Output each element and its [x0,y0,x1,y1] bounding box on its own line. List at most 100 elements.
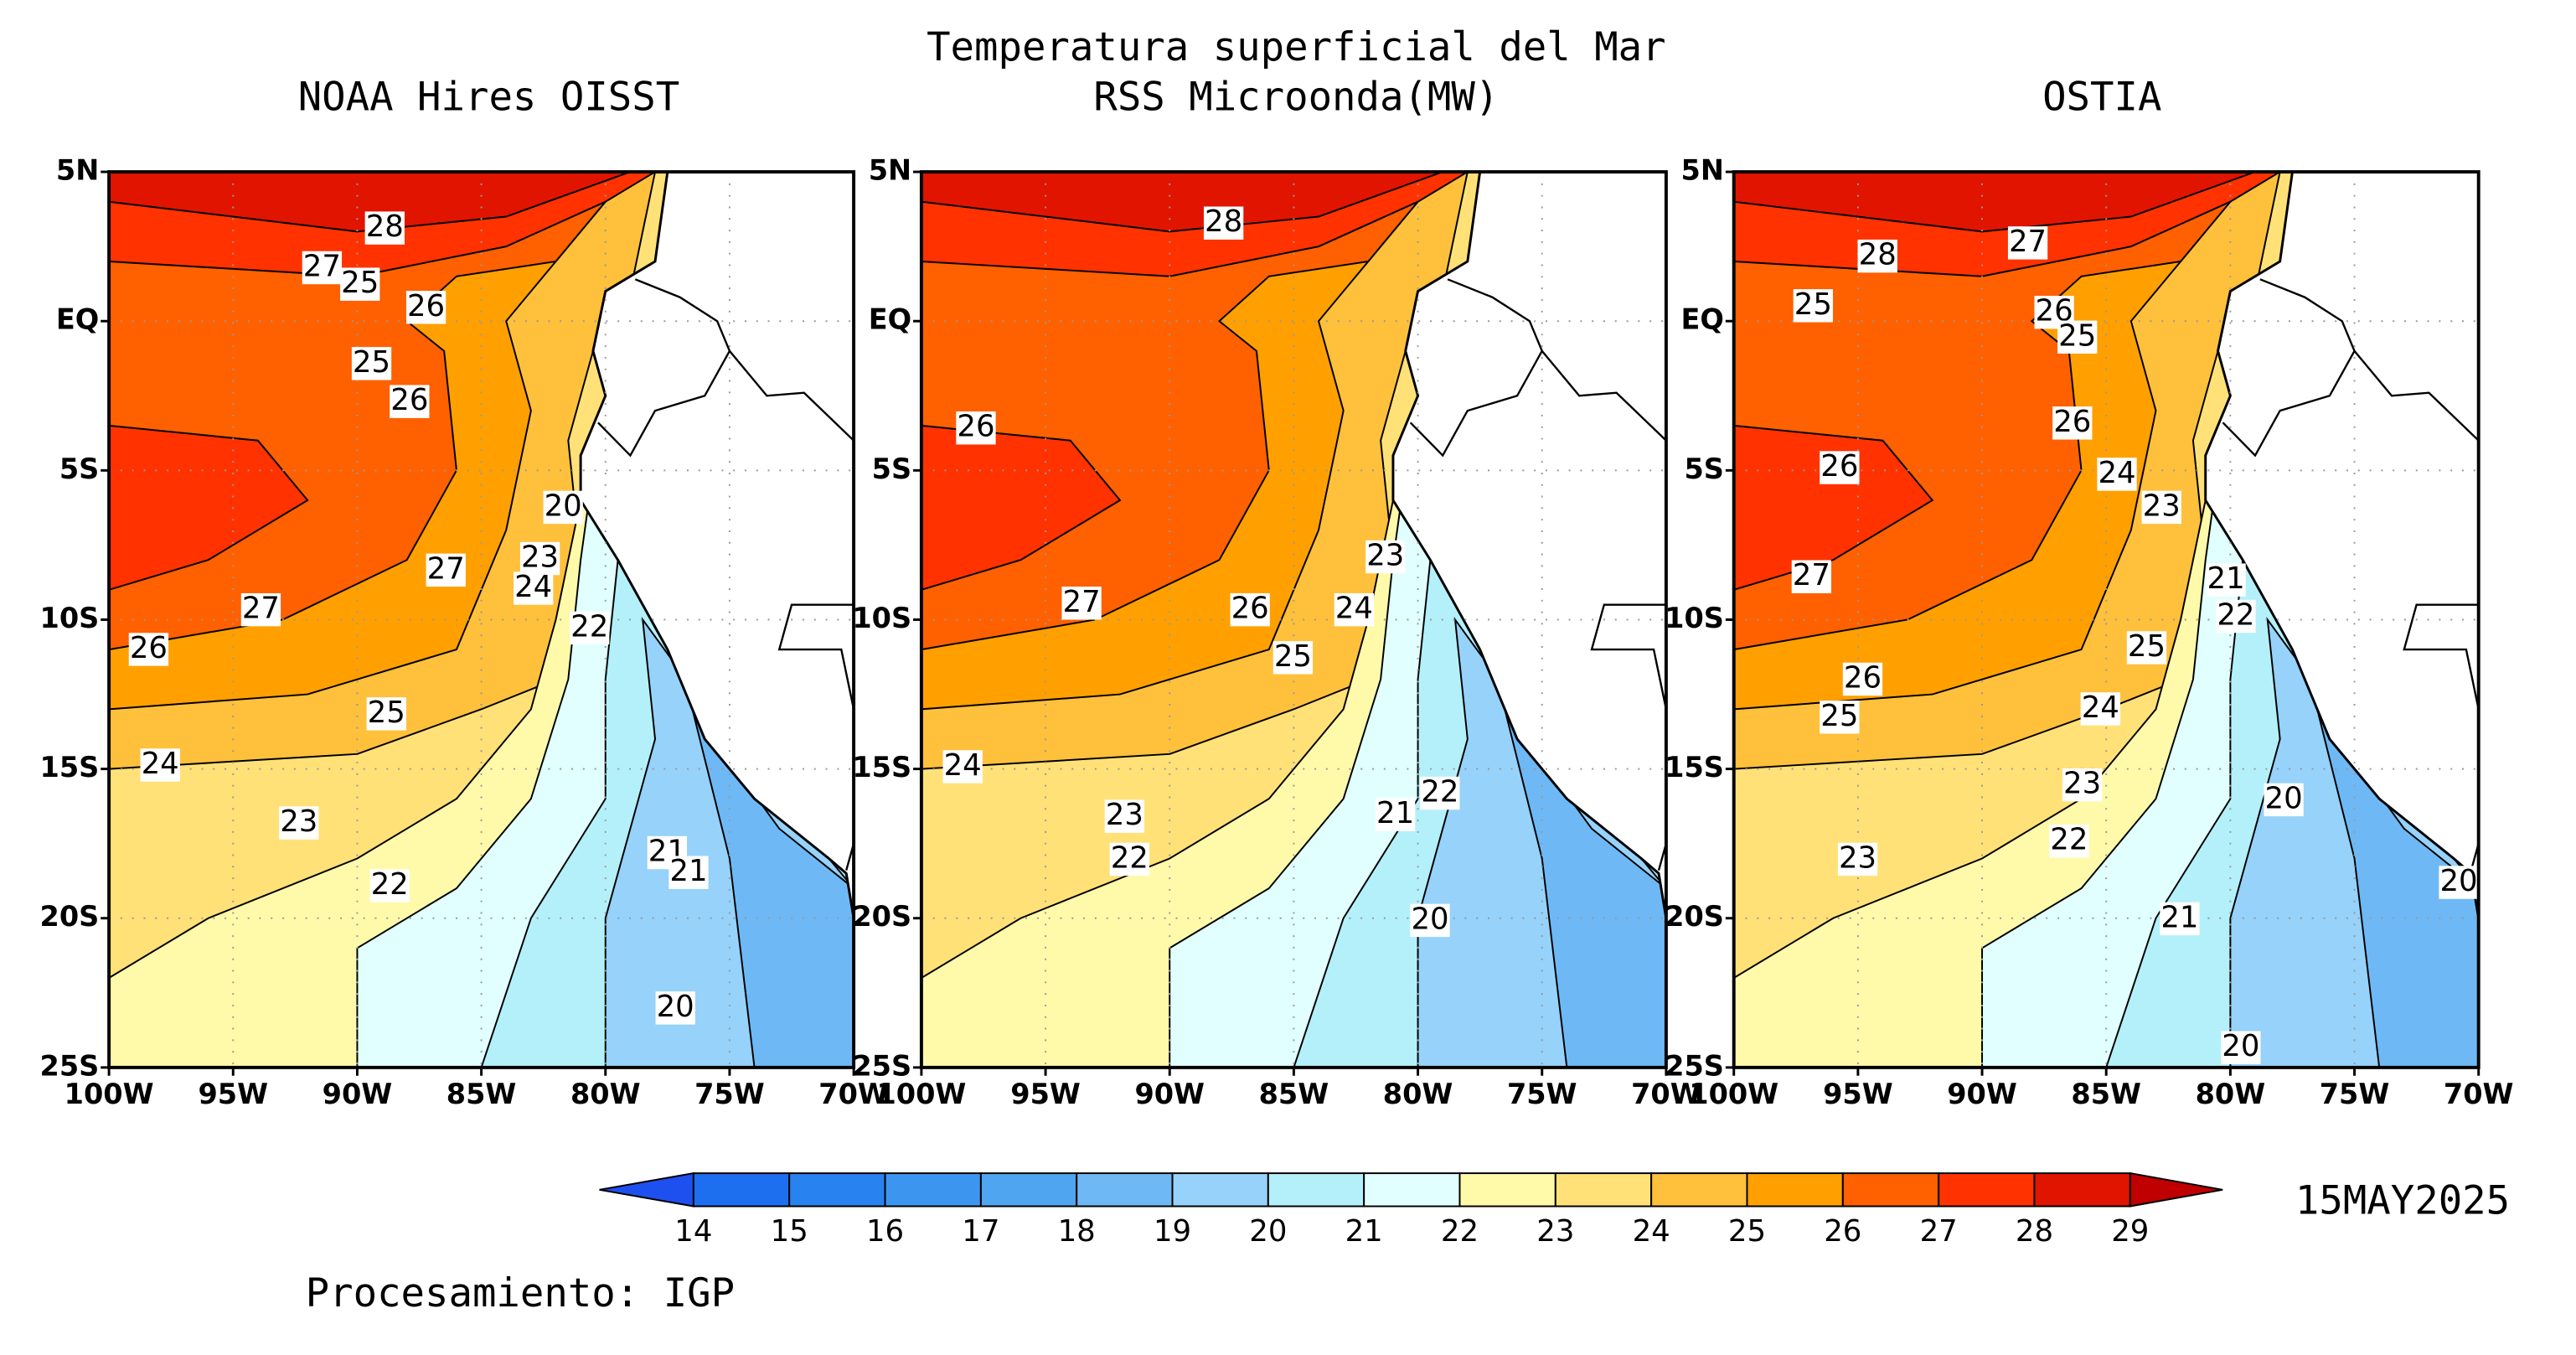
contour-label: 25 [341,266,379,300]
border [597,349,854,458]
contour-label-bg [2439,866,2479,899]
panel-title: OSTIA [2042,74,2161,120]
contour-label-bg [1109,842,1149,877]
colorbar-box [788,1172,886,1208]
lat-tick-label: 25S [40,1049,100,1082]
colorbar-box [1938,1172,2036,1208]
border [1590,603,1666,710]
land [579,172,854,918]
contour-label-bg [1837,842,1878,877]
colorbar-label: 22 [1441,1214,1479,1249]
lon-tick-label: 80W [570,1078,641,1110]
lat-tick-label: 5N [869,154,911,187]
colorbar-label: 29 [2111,1214,2149,1249]
panel-title: RSS Microonda(MW) [1093,74,1499,120]
lat-tick-label: 10S [1665,602,1724,634]
contour-label: 26 [1231,592,1269,626]
colorbar-box [1650,1172,1748,1208]
colorbar-box [1171,1172,1269,1208]
colorbar-box [1554,1172,1653,1208]
contour-label: 20 [2222,1029,2259,1063]
contour-label-bg [942,750,983,784]
colorbar-label: 25 [1728,1214,1766,1249]
contour-label: 23 [521,540,559,575]
contour-label-bg [340,267,380,301]
contour-label-bg [128,633,169,666]
contour-label: 20 [657,990,694,1024]
contour-label-bg [1410,903,1450,938]
contour-label: 25 [1274,639,1312,674]
contour-label: 24 [1335,592,1373,626]
contour-label-bg [1842,662,1883,696]
contour-label: 25 [2128,629,2166,664]
contour-label: 22 [1111,840,1149,875]
contour-label: 25 [1820,699,1858,733]
contour-label: 23 [280,804,317,839]
contour-label-bg [279,806,319,840]
credit: Procesamiento: IGP [306,1270,735,1316]
main-title: Temperatura superficial del Mar [927,24,1666,70]
lon-tick-label: 85W [2071,1078,2141,1110]
colorbar-label: 17 [962,1214,999,1249]
lon-tick-label: 95W [1010,1078,1081,1110]
contour-label-bg [570,611,610,645]
contour-label-bg [2049,825,2089,858]
contour-label: 24 [514,570,552,604]
contour-label: 27 [427,551,465,586]
colorbar-label: 18 [1058,1214,1096,1249]
contour-label-bg [405,291,447,324]
contour-label-bg [956,411,996,445]
colorbar-label: 14 [674,1214,712,1249]
contour-label-bg [1793,289,1833,323]
colorbar-box [979,1172,1078,1208]
contour-label-bg [514,571,554,605]
contour-label: 27 [303,249,341,283]
colorbar-box [1458,1172,1556,1208]
lat-tick-label: 5N [56,154,99,187]
border [2222,349,2479,458]
colorbar-label: 15 [771,1214,808,1249]
contour-label: 21 [1376,796,1414,830]
contour-label-bg [2062,768,2103,802]
land [1391,172,1666,918]
sst-region [2316,708,2479,1068]
contour-label-bg [2141,490,2181,525]
colorbar-box [1363,1172,1461,1208]
lat-tick-label: 25S [852,1049,911,1082]
lat-tick-label: 15S [1665,751,1724,784]
contour-label: 22 [2217,598,2254,633]
contour-label-bg [2160,902,2200,936]
contour-label: 24 [2082,690,2119,725]
lon-tick-label: 95W [1823,1078,1893,1110]
contour-label-bg [2221,1031,2261,1064]
contour-label: 24 [944,748,982,783]
colorbar-label: 26 [1824,1214,1861,1249]
contour-label: 23 [1366,539,1404,573]
contour-label: 25 [2058,318,2096,353]
panel-title: NOAA Hires OISST [298,74,680,120]
contour-label: 20 [545,489,582,523]
contour-label-bg [2264,783,2304,817]
sst-region [1733,172,2256,233]
contour-label: 26 [1844,660,1882,695]
contour-label-bg [1230,592,1270,627]
contour-label: 26 [130,631,168,665]
contour-label-bg [1857,239,1897,273]
colorbar-box [1267,1172,1365,1208]
border [2403,603,2479,710]
border [1447,278,1543,352]
lat-tick-label: EQ [1681,303,1724,336]
lat-tick-label: 25S [1665,1049,1724,1082]
contour-label: 27 [242,592,280,626]
contour-label: 26 [390,383,428,417]
contour-label-bg [1061,587,1102,620]
contour-label-bg [1273,641,1314,675]
contour-label: 27 [2009,225,2047,259]
contour-label: 24 [142,747,179,781]
contour-label: 26 [407,289,445,323]
lon-tick-label: 75W [1507,1078,1577,1110]
sst-region [109,172,631,233]
contour-label: 22 [1421,775,1458,809]
